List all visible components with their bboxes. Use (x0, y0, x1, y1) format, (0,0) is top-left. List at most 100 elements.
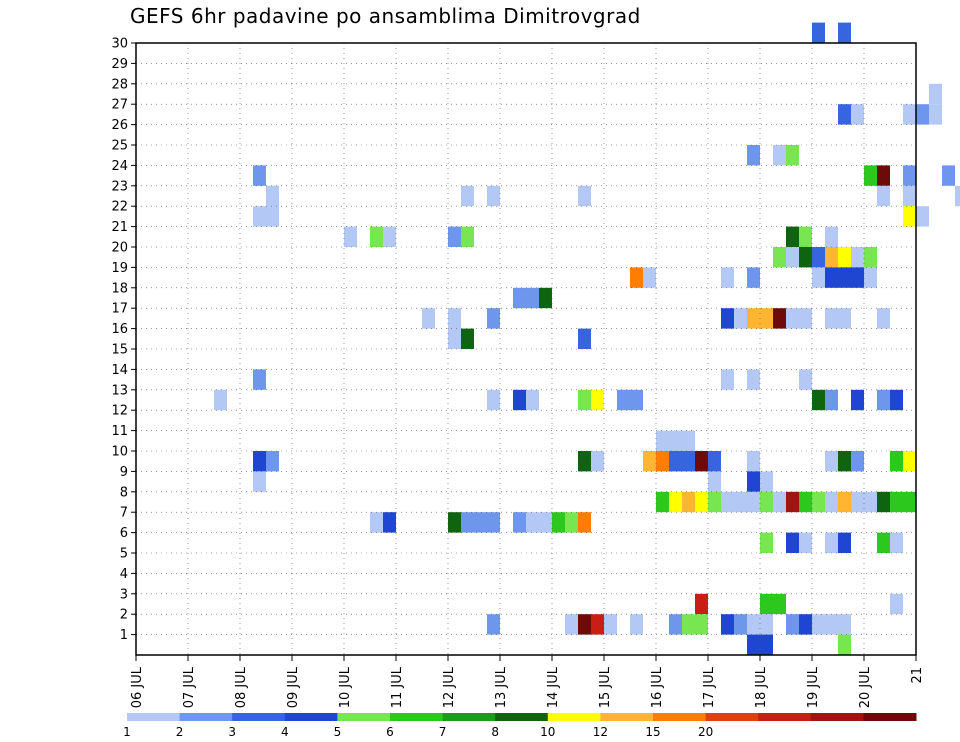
legend-label: 10 (540, 725, 555, 739)
precip-cell (487, 389, 500, 411)
precip-cell (786, 308, 799, 329)
precip-cell (617, 389, 630, 411)
x-tick-label: 07 JUL (182, 666, 197, 708)
legend-swatch (547, 713, 601, 721)
precip-cell (734, 614, 747, 635)
precip-cell (643, 267, 656, 288)
precip-cell (370, 226, 383, 247)
y-tick-label: 30 (111, 37, 128, 52)
precip-cell (695, 451, 708, 472)
precip-cell (721, 267, 734, 288)
precip-cell (812, 389, 825, 411)
y-tick-label: 23 (111, 179, 128, 194)
precip-cell (565, 614, 578, 635)
precip-cell (383, 512, 396, 533)
precip-cell (747, 267, 760, 288)
precip-cell (513, 512, 526, 533)
precip-cell (448, 512, 461, 533)
precip-cell (669, 430, 682, 451)
y-tick-label: 22 (111, 200, 128, 215)
precip-cell (253, 165, 266, 186)
y-tick-label: 3 (120, 587, 128, 602)
precip-cell (799, 532, 812, 553)
precip-cell (864, 491, 877, 513)
precip-cell (851, 247, 864, 268)
precip-cell (903, 165, 916, 186)
legend-label: 6 (386, 725, 394, 739)
precip-cell (448, 226, 461, 247)
y-tick-label: 4 (120, 567, 128, 582)
precip-cell (838, 491, 851, 513)
precip-cell (773, 247, 786, 268)
x-tick-label: 11 JUL (390, 666, 405, 708)
legend-swatch (758, 713, 812, 721)
y-tick-label: 29 (111, 57, 128, 72)
y-tick-label: 26 (111, 118, 128, 133)
precip-cell (214, 389, 227, 411)
x-tick-label: 17 JUL (702, 666, 717, 708)
y-tick-label: 7 (120, 506, 128, 521)
legend-label: 7 (439, 725, 447, 739)
precip-cell (877, 308, 890, 329)
precip-cell (747, 145, 760, 166)
legend-swatch (495, 713, 549, 721)
y-tick-label: 19 (111, 261, 128, 276)
precip-cell (253, 471, 266, 492)
x-tick-label: 16 JUL (650, 666, 665, 708)
legend-swatch (442, 713, 496, 721)
precip-cell (825, 267, 838, 288)
precip-cell (578, 512, 591, 533)
precip-cell (903, 185, 916, 207)
precip-cell (825, 389, 838, 411)
precip-cell (838, 22, 851, 43)
y-tick-label: 13 (111, 383, 128, 398)
precip-cell (448, 308, 461, 329)
precip-cell (799, 491, 812, 513)
precip-cell (578, 328, 591, 349)
precip-cell (916, 206, 929, 227)
x-tick-label: 10 JUL (338, 666, 353, 708)
precip-cell (890, 389, 903, 411)
x-tick-label: 12 JUL (442, 666, 457, 708)
precip-cell (578, 451, 591, 472)
precip-cell (929, 83, 942, 105)
legend-label: 3 (228, 725, 236, 739)
precip-cell (682, 430, 695, 451)
precip-cell (760, 532, 773, 553)
precip-cell (266, 206, 279, 227)
precip-cell (903, 451, 916, 472)
y-tick-label: 21 (111, 220, 128, 235)
precip-cell (890, 451, 903, 472)
precip-cell (838, 451, 851, 472)
precip-cell (812, 247, 825, 268)
precip-cell (721, 308, 734, 329)
legend-label: 1 (123, 725, 131, 739)
precip-cell (526, 287, 539, 309)
precip-cell (825, 614, 838, 635)
precip-cell (903, 104, 916, 125)
precip-cell (812, 267, 825, 288)
y-tick-label: 10 (111, 445, 128, 460)
precip-cell (903, 491, 916, 513)
y-tick-label: 5 (120, 547, 128, 562)
x-tick-label: 21 (910, 667, 925, 684)
precip-cell (747, 614, 760, 635)
legend-swatch (337, 713, 391, 721)
precip-cell (487, 614, 500, 635)
x-tick-label: 20 JUL (858, 666, 873, 708)
precip-cell (539, 287, 552, 309)
x-tick-label: 14 JUL (546, 666, 561, 708)
precip-cell (877, 165, 890, 186)
precip-cell (604, 614, 617, 635)
x-tick-label: 18 JUL (754, 666, 769, 708)
precip-cell (825, 532, 838, 553)
legend-swatch (284, 713, 338, 721)
precip-cell (487, 512, 500, 533)
y-tick-label: 8 (120, 485, 128, 500)
legend-label: 4 (281, 725, 289, 739)
precip-cell (864, 247, 877, 268)
precip-cell (656, 430, 669, 451)
x-tick-label: 15 JUL (598, 666, 613, 708)
precip-cell (253, 369, 266, 390)
precip-cell (760, 308, 773, 329)
